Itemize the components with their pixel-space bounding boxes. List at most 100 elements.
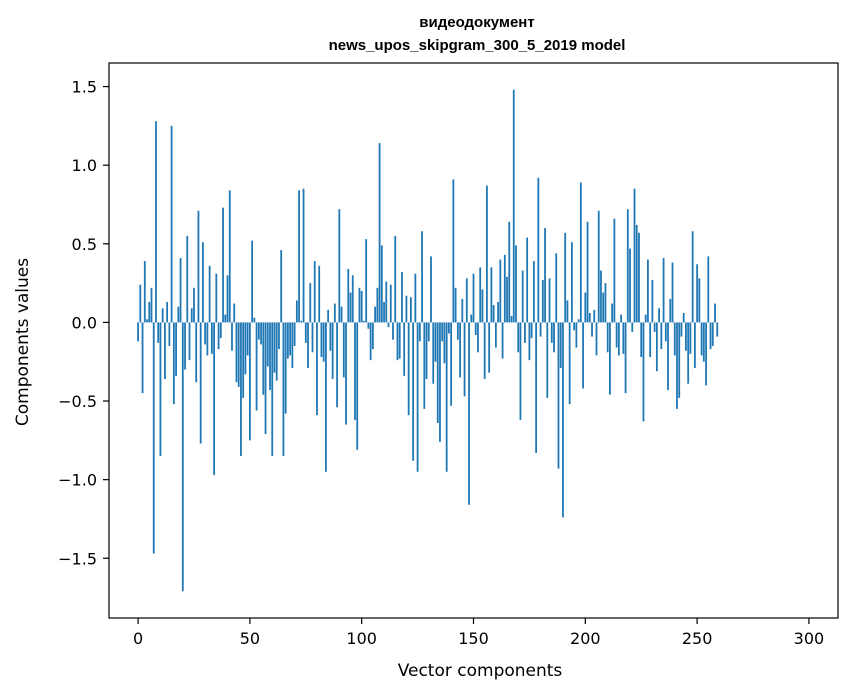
bar-173 [524,322,526,343]
bar-157 [488,322,491,373]
bar-162 [499,259,502,323]
bar-216 [620,314,622,323]
bar-139 [448,322,450,334]
bar-253 [702,322,705,362]
bar-86 [329,322,332,351]
bar-182 [544,228,546,323]
bar-150 [472,273,475,323]
bar-170 [517,322,520,353]
bar-222 [633,188,636,323]
bar-234 [660,322,663,350]
bar-19 [179,257,182,323]
bar-246 [687,322,690,384]
bar-122 [409,297,412,323]
bar-189 [559,322,562,369]
bar-124 [414,273,417,323]
bar-75 [304,322,307,343]
bar-61 [273,322,276,373]
bar-43 [233,303,236,323]
bar-53 [255,322,258,411]
bar-185 [550,322,553,343]
bar-248 [691,231,694,323]
bar-97 [354,322,356,420]
bar-72 [298,190,300,323]
bar-31 [206,322,209,356]
bar-30 [204,322,207,345]
bar-228 [647,259,649,323]
y-tick-label: 1.0 [72,156,97,175]
plot-frame [108,62,839,619]
bar-245 [685,322,687,351]
bar-188 [557,322,560,469]
bar-250 [696,264,699,323]
bar-49 [246,322,249,356]
bar-199 [582,322,584,389]
bar-36 [217,322,220,350]
bar-221 [631,322,634,332]
bar-11 [161,308,164,323]
bar-203 [591,322,593,337]
bar-104 [369,322,372,361]
bar-82 [320,322,323,358]
bar-215 [617,322,620,356]
bar-176 [530,322,533,339]
bar-121 [407,322,410,416]
bar-84 [325,322,327,472]
bar-201 [586,221,589,323]
bar-205 [595,322,598,356]
bar-257 [711,322,714,346]
bar-220 [629,248,631,323]
bar-33 [210,322,213,354]
bar-32 [208,265,211,323]
bar-186 [553,322,555,353]
bar-232 [655,322,658,372]
bar-242 [678,322,681,398]
bar-135 [439,322,441,442]
bar-219 [626,209,629,323]
bar-39 [224,314,227,323]
bar-134 [436,322,439,424]
bar-259 [716,322,719,337]
bar-18 [177,306,180,323]
bar-224 [638,232,640,323]
bar-110 [383,301,385,323]
bar-147 [465,278,468,323]
y-tick-label: −1.5 [58,549,97,568]
bar-239 [671,262,674,323]
bar-184 [548,278,551,323]
bar-69 [291,322,294,369]
bar-71 [295,300,298,323]
bar-202 [588,312,591,323]
bar-107 [376,287,379,323]
axis-ticks: 0 50 100 150 200 250 300 −1.5 −1.0 −0.5 0.0 0.5 1.0 1… [58,78,824,648]
bar-55 [260,322,262,345]
bar-80 [316,322,318,416]
bar-208 [602,292,605,323]
bar-247 [689,322,692,354]
bar-96 [351,275,354,323]
bar-141 [452,179,455,323]
bar-174 [526,237,529,323]
bar-146 [463,322,466,397]
bar-237 [667,322,669,391]
bar-120 [405,295,408,323]
bar-204 [593,309,596,323]
x-tick-label: 200 [570,629,601,648]
bar-178 [535,322,538,453]
bar-142 [454,287,457,323]
bar-149 [470,314,473,323]
bar-211 [609,322,611,395]
bar-126 [418,322,421,342]
bar-94 [347,268,350,323]
bar-62 [275,322,278,381]
bar-88 [333,303,336,323]
bar-29 [202,242,204,323]
bar-164 [503,254,506,323]
bar-233 [658,308,660,323]
x-tick-label: 0 [133,629,143,648]
bar-230 [651,279,654,323]
bar-5 [148,301,151,323]
bar-42 [231,322,233,351]
bar-167 [510,316,513,323]
bar-17 [175,322,177,376]
